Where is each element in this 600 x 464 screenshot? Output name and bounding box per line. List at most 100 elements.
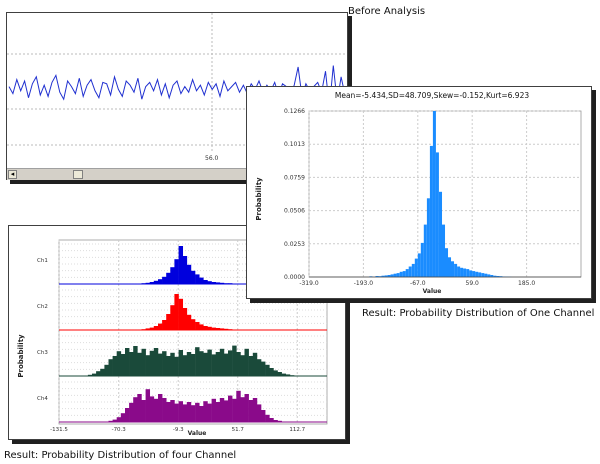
- one-histogram-bar: [417, 253, 421, 277]
- four-histogram-bar: [261, 410, 266, 422]
- four-histogram-bar: [170, 267, 175, 284]
- four-x-tick: 51.7: [232, 427, 245, 433]
- four-histogram-bar: [215, 352, 221, 376]
- four-histogram-bar: [240, 397, 245, 422]
- one-histogram-bar: [414, 258, 418, 277]
- one-histogram-bar: [481, 273, 485, 277]
- one-histogram-bar: [451, 261, 455, 277]
- four-histogram-bar: [244, 348, 249, 376]
- four-x-tick: -70.3: [112, 427, 127, 433]
- four-histogram-bar: [240, 355, 245, 376]
- four-histogram-bar: [199, 406, 204, 422]
- four-histogram-bar: [145, 328, 151, 330]
- four-histogram-bar: [149, 350, 155, 376]
- four-histogram-bar: [92, 373, 97, 376]
- channel-label: Ch2: [37, 304, 48, 310]
- four-histogram-bar: [207, 326, 212, 330]
- four-histogram-bar: [228, 350, 233, 376]
- four-histogram-bar: [174, 356, 179, 376]
- four-histogram-bar: [178, 350, 184, 376]
- four-histogram-bar: [195, 274, 200, 284]
- four-histogram-bar: [125, 348, 130, 376]
- four-histogram-bar: [273, 420, 278, 422]
- one-histogram-bar: [402, 271, 406, 277]
- four-histogram-bar: [174, 259, 179, 284]
- four-histogram-bar: [215, 402, 221, 422]
- four-channel-ylabel: Probability: [17, 334, 25, 378]
- one-histogram-bar: [411, 263, 415, 277]
- four-histogram-bar: [100, 368, 105, 376]
- four-histogram-bar: [211, 354, 217, 376]
- one-x-tick: -193.0: [354, 280, 374, 287]
- one-histogram-bar: [469, 270, 473, 277]
- four-histogram-bar: [162, 398, 167, 422]
- four-histogram-bar: [153, 398, 159, 422]
- scroll-thumb[interactable]: [73, 170, 83, 179]
- four-histogram-bar: [166, 272, 171, 284]
- four-histogram-bar: [186, 352, 192, 376]
- one-channel-plot: Mean=-5.434,SD=48.709,Skew=-0.152,Kurt=6…: [255, 91, 582, 295]
- four-histogram-bar: [223, 283, 229, 284]
- one-histogram-bar: [381, 275, 385, 277]
- scroll-left-icon[interactable]: ◂: [8, 170, 17, 179]
- one-histogram-bar: [490, 275, 494, 277]
- four-histogram-bar: [203, 352, 208, 376]
- one-histogram-bar: [475, 271, 479, 277]
- four-histogram-bar: [195, 347, 200, 376]
- one-histogram-bar: [466, 269, 470, 277]
- four-histogram-bar: [120, 354, 126, 376]
- four-histogram-bar: [190, 405, 196, 422]
- one-histogram-bar: [396, 273, 400, 277]
- four-histogram-bar: [145, 389, 151, 422]
- one-histogram-bar: [439, 191, 443, 277]
- one-histogram-bar: [484, 273, 488, 277]
- four-histogram-bar: [203, 326, 208, 330]
- four-histogram-bar: [178, 401, 184, 422]
- four-histogram-bar: [186, 314, 192, 330]
- four-histogram-bar: [232, 345, 237, 376]
- four-histogram-bar: [186, 264, 192, 284]
- four-histogram-bar: [96, 371, 101, 376]
- four-histogram-bar: [141, 348, 146, 376]
- four-histogram-bar: [236, 390, 241, 422]
- four-histogram-bar: [228, 395, 233, 422]
- four-histogram-bar: [129, 352, 134, 376]
- waveform-x-tick: 56.0: [205, 155, 219, 162]
- four-histogram-bar: [256, 404, 262, 422]
- four-histogram-bar: [219, 348, 225, 376]
- four-histogram-bar: [182, 256, 188, 284]
- one-histogram-bar: [423, 224, 427, 277]
- one-histogram-bar: [429, 145, 433, 277]
- four-channel-xlabel: Value: [188, 430, 207, 437]
- one-histogram-bar: [460, 267, 464, 277]
- one-x-tick: -319.0: [299, 280, 319, 287]
- four-histogram-bar: [219, 328, 225, 330]
- four-histogram-bar: [248, 356, 254, 376]
- four-histogram-bar: [153, 326, 159, 330]
- one-histogram-bar: [445, 248, 449, 277]
- four-histogram-bar: [162, 276, 167, 284]
- four-histogram-bar: [141, 400, 146, 422]
- one-y-tick: 0.0000: [284, 274, 305, 281]
- four-histogram-bar: [137, 352, 142, 376]
- four-histogram-bar: [223, 328, 229, 330]
- four-histogram-bar: [199, 324, 204, 330]
- one-histogram-bar: [432, 111, 436, 277]
- four-histogram-bar: [265, 364, 270, 376]
- one-histogram-bar: [426, 198, 430, 277]
- one-histogram-bar: [420, 242, 424, 277]
- four-histogram-bar: [153, 280, 159, 284]
- four-histogram-bar: [174, 403, 179, 422]
- four-histogram-bar: [269, 368, 274, 376]
- four-histogram-bar: [162, 320, 167, 330]
- four-histogram-bar: [112, 356, 118, 376]
- four-histogram-bar: [149, 282, 155, 284]
- one-histogram-bar: [487, 274, 491, 277]
- four-histogram-bar: [223, 353, 229, 376]
- four-histogram-bar: [120, 413, 126, 422]
- channel-label: Ch1: [37, 258, 48, 264]
- one-histogram-bar: [442, 224, 446, 277]
- four-histogram-bar: [182, 404, 188, 422]
- four-histogram-bar: [285, 374, 291, 376]
- four-histogram-bar: [149, 327, 155, 330]
